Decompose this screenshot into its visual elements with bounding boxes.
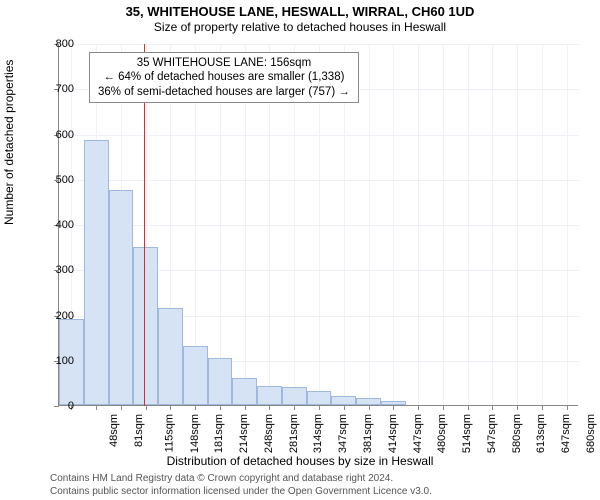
annotation-box: 35 WHITEHOUSE LANE: 156sqm← 64% of detac… [89,52,359,103]
x-tick-label: 115sqm [163,414,175,452]
x-tick [418,405,419,410]
x-tick-label: 148sqm [189,414,201,453]
x-tick [170,405,171,410]
x-tick [245,405,246,410]
x-tick-label: 547sqm [486,414,498,453]
x-tick-label: 248sqm [263,414,275,453]
plot-region: 35 WHITEHOUSE LANE: 156sqm← 64% of detac… [58,44,578,406]
x-tick-label: 480sqm [436,414,448,453]
x-tick-label: 381sqm [362,414,374,453]
histogram-bar [307,391,332,405]
gridline-v [418,44,419,406]
x-tick-label: 414sqm [387,414,399,453]
x-tick [146,405,147,410]
histogram-bar [84,140,109,405]
annotation-line: ← 64% of detached houses are smaller (1,… [98,70,350,84]
gridline-v [443,44,444,406]
y-tick-label: 300 [46,264,74,276]
x-tick [96,405,97,410]
x-tick-label: 314sqm [313,414,325,453]
footer-line-1: Contains HM Land Registry data © Crown c… [50,473,432,486]
x-tick [542,405,543,410]
x-tick [195,405,196,410]
x-tick [344,405,345,410]
gridline-v [393,44,394,406]
x-tick [443,405,444,410]
x-tick-label: 647sqm [560,414,572,453]
histogram-bar [282,387,307,405]
y-tick-label: 0 [46,400,74,412]
histogram-bar [356,398,381,405]
x-tick-label: 81sqm [133,414,145,447]
x-tick [294,405,295,410]
gridline-v [567,44,568,406]
y-tick-label: 100 [46,355,74,367]
annotation-line: 35 WHITEHOUSE LANE: 156sqm [98,56,350,70]
histogram-bar [232,378,257,405]
x-tick-label: 613sqm [535,414,547,453]
histogram-bar [257,386,282,405]
x-tick [517,405,518,410]
annotation-line: 36% of semi-detached houses are larger (… [98,85,350,99]
x-tick-label: 281sqm [288,414,300,453]
y-tick-label: 600 [46,129,74,141]
histogram-bar [109,190,134,405]
x-tick-label: 514sqm [461,414,473,453]
x-tick [492,405,493,410]
x-tick [269,405,270,410]
chart-subtitle: Size of property relative to detached ho… [0,20,600,34]
x-tick-label: 447sqm [412,414,424,453]
y-axis-label: Number of detached properties [2,60,16,225]
footer-attribution: Contains HM Land Registry data © Crown c… [50,473,432,498]
x-tick-label: 214sqm [238,414,250,453]
y-tick-label: 400 [46,219,74,231]
chart-title: 35, WHITEHOUSE LANE, HESWALL, WIRRAL, CH… [0,4,600,19]
footer-line-2: Contains public sector information licen… [50,486,432,499]
x-tick-label: 48sqm [108,414,120,447]
x-tick [567,405,568,410]
y-tick-label: 200 [46,310,74,322]
histogram-bar [183,346,208,405]
x-tick-label: 181sqm [214,414,226,453]
y-tick-label: 800 [46,38,74,50]
x-tick-label: 680sqm [585,414,597,453]
gridline-v [369,44,370,406]
gridline-v [492,44,493,406]
x-tick [369,405,370,410]
x-tick [319,405,320,410]
gridline-v [542,44,543,406]
histogram-bar [208,358,233,406]
x-tick [220,405,221,410]
x-tick [468,405,469,410]
gridline-v [517,44,518,406]
x-tick [393,405,394,410]
histogram-bar [133,247,158,405]
histogram-bar [331,396,356,405]
x-tick-label: 580sqm [511,414,523,453]
chart-area: 35 WHITEHOUSE LANE: 156sqm← 64% of detac… [58,44,578,406]
x-tick [121,405,122,410]
histogram-bar [158,308,183,405]
x-axis-label: Distribution of detached houses by size … [0,454,600,468]
y-tick-label: 700 [46,83,74,95]
gridline-v [468,44,469,406]
x-tick-label: 347sqm [337,414,349,453]
y-tick-label: 500 [46,174,74,186]
